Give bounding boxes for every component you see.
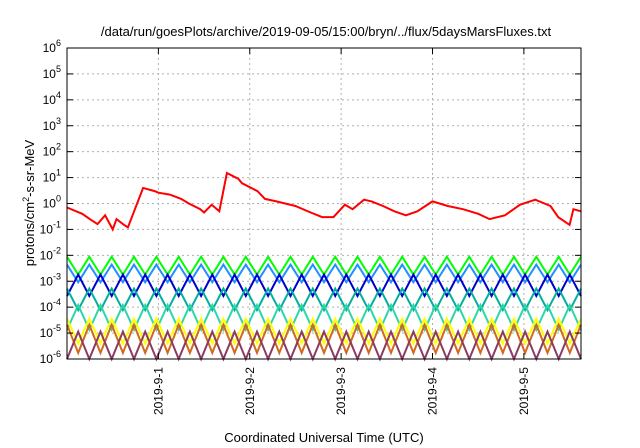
- series-line-3: [66, 272, 582, 299]
- x-tick-label: 2019-9-3: [334, 367, 348, 415]
- series-line-1: [66, 254, 582, 277]
- y-tick-label: 10-5: [40, 323, 61, 340]
- y-tick-label: 104: [43, 90, 61, 107]
- y-tick-exponent: 6: [56, 38, 61, 48]
- x-tick-label: 2019-9-5: [517, 367, 531, 415]
- y-tick-exponent: -5: [53, 323, 61, 333]
- y-tick-exponent: -3: [53, 271, 61, 281]
- series-line-4: [66, 286, 582, 313]
- y-tick-label: 103: [43, 116, 61, 133]
- series-line-2: [66, 262, 582, 285]
- y-tick-label: 10-3: [40, 271, 61, 288]
- y-tick-base: 10: [40, 352, 54, 366]
- y-tick-label: 106: [43, 38, 61, 55]
- y-tick-label: 100: [43, 194, 61, 211]
- y-tick-base: 10: [43, 41, 57, 55]
- y-tick-exponent: 0: [56, 194, 61, 204]
- y-tick-exponent: -1: [53, 219, 61, 229]
- y-axis-label: protons/cm2-s-sr-MeV: [21, 139, 37, 266]
- y-tick-exponent: -6: [53, 349, 61, 359]
- y-axis-label-prefix: protons/cm: [22, 202, 37, 266]
- y-tick-base: 10: [40, 248, 54, 262]
- y-tick-exponent: 4: [56, 90, 61, 100]
- y-tick-exponent: 5: [56, 64, 61, 74]
- grid-lines: [67, 48, 581, 359]
- y-tick-base: 10: [43, 119, 57, 133]
- y-tick-label: 102: [43, 142, 61, 159]
- y-tick-exponent: -2: [53, 245, 61, 255]
- series-line-0: [66, 171, 582, 232]
- y-tick-base: 10: [43, 197, 57, 211]
- x-tick-label: 2019-9-1: [151, 367, 165, 415]
- y-tick-label: 10-6: [40, 349, 61, 366]
- y-tick-label: 10-4: [40, 297, 61, 314]
- y-tick-base: 10: [43, 171, 57, 185]
- y-tick-base: 10: [43, 145, 57, 159]
- plot-frame: [66, 47, 582, 360]
- y-tick-base: 10: [40, 274, 54, 288]
- series-line-5: [66, 302, 582, 333]
- y-tick-base: 10: [40, 300, 54, 314]
- y-tick-base: 10: [43, 67, 57, 81]
- x-tick-label: 2019-9-4: [426, 367, 440, 415]
- series-lines: [66, 171, 582, 362]
- y-tick-base: 10: [40, 326, 54, 340]
- axes: 10610510410310210110010-110-210-310-410-…: [40, 38, 581, 415]
- series-line-8: [66, 328, 582, 362]
- y-tick-exponent: -4: [53, 297, 61, 307]
- y-tick-label: 105: [43, 64, 61, 81]
- y-tick-base: 10: [40, 222, 54, 236]
- series-line-7: [66, 321, 582, 356]
- y-tick-label: 10-1: [40, 219, 61, 236]
- y-tick-exponent: 3: [56, 116, 61, 126]
- y-tick-label: 101: [43, 168, 61, 185]
- series-line-6: [66, 316, 582, 346]
- x-axis-label: Coordinated Universal Time (UTC): [224, 430, 423, 445]
- chart-title: /data/run/goesPlots/archive/2019-09-05/1…: [101, 24, 552, 39]
- x-tick-label: 2019-9-2: [243, 367, 257, 415]
- y-tick-exponent: 1: [56, 168, 61, 178]
- y-tick-exponent: 2: [56, 142, 61, 152]
- y-tick-base: 10: [43, 93, 57, 107]
- y-tick-label: 10-2: [40, 245, 61, 262]
- y-axis-label-suffix: -s-sr-MeV: [22, 139, 37, 196]
- y-axis-label-exponent: 2: [21, 197, 31, 202]
